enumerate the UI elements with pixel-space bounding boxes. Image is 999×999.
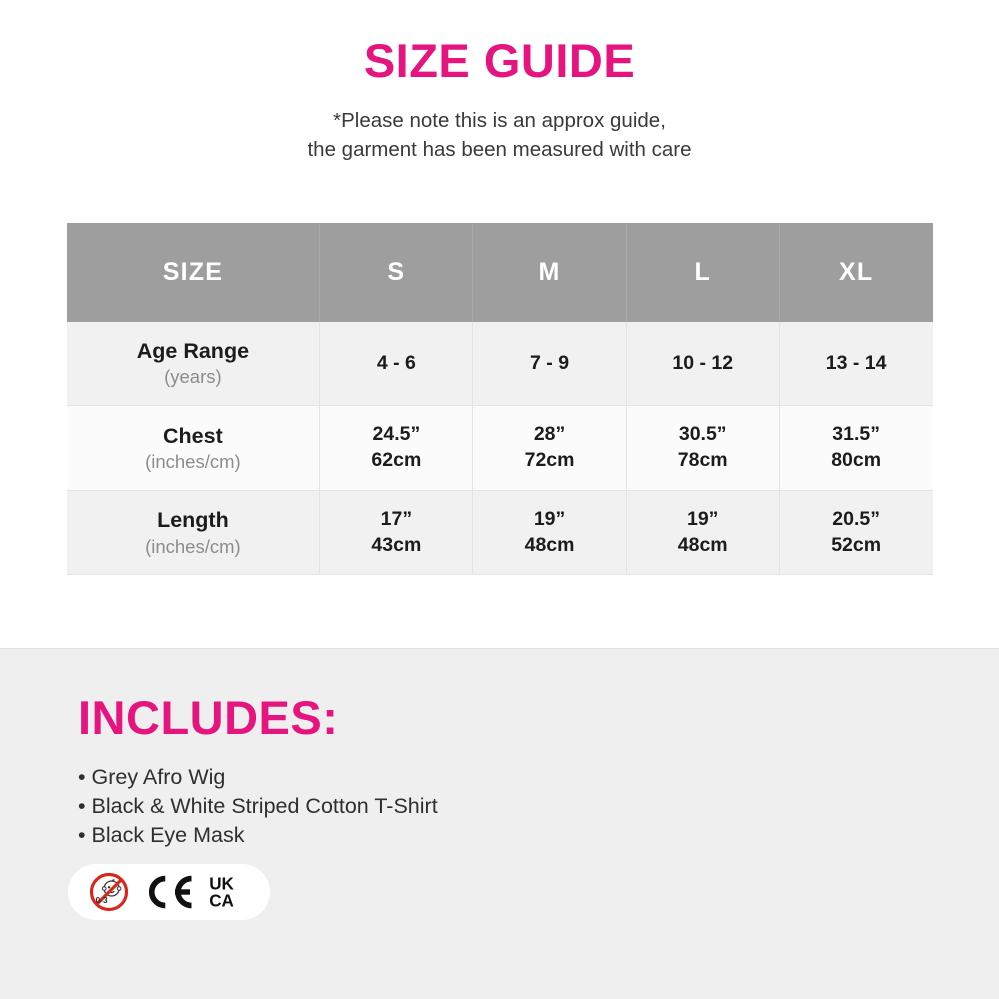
size-table-header: SIZE S M L XL [66,222,933,322]
column-header-size: SIZE [66,222,321,322]
svg-text:0-3: 0-3 [96,895,108,905]
cell-length-s: 17” 43cm [319,490,474,576]
cell-age-range-m: 7 - 9 [472,321,627,407]
subtitle-line-2: the garment has been measured with care [307,137,692,161]
cell-secondary: 43cm [371,533,422,556]
cell-primary: 7 - 9 [530,351,570,374]
ce-mark-icon [148,875,192,909]
list-item: • Black & White Striped Cotton T-Shirt [78,792,999,821]
cell-primary: 13 - 14 [825,351,887,374]
size-table-body: Age Range (years) 4 - 6 7 - 9 10 - 12 [66,321,933,576]
cell-primary: 19” [686,507,719,530]
cell-chest-m: 28” 72cm [472,405,627,492]
list-item-label: Black & White Striped Cotton T-Shirt [91,793,438,818]
cell-secondary: 48cm [524,533,575,556]
bullet-icon: • [78,765,86,790]
row-label-main: Length [157,508,229,533]
cell-chest-xl: 31.5” 80cm [779,405,933,492]
includes-section: INCLUDES: • Grey Afro Wig • Black & White … [0,648,999,999]
row-label-age-range: Age Range (years) [66,321,321,407]
size-table-container: SIZE S M L XL Age Range (years) [66,222,933,576]
column-header-xl: XL [779,222,933,322]
row-label-unit: (inches/cm) [145,535,241,557]
cell-primary: 17” [380,507,413,530]
ukca-mark-icon: UK CA [209,874,234,910]
column-header-l: L [626,222,780,322]
cell-primary: 30.5” [678,423,727,446]
svg-text:CA: CA [209,891,234,910]
cell-age-range-s: 4 - 6 [319,321,474,407]
cell-length-l: 19” 48cm [626,490,780,576]
bullet-icon: • [78,793,86,818]
includes-list: • Grey Afro Wig • Black & White Striped Co… [78,763,999,849]
cell-primary: 4 - 6 [376,351,416,374]
includes-title: INCLUDES: [78,691,339,744]
cell-primary: 28” [533,423,566,446]
size-guide-section: SIZE GUIDE *Please note this is an appro… [0,34,999,576]
table-row: Length (inches/cm) 17” 43cm 19” 48cm 1 [66,490,933,576]
column-header-s: S [319,222,474,322]
table-row: Chest (inches/cm) 24.5” 62cm 28” 72cm [66,405,933,492]
cell-secondary: 52cm [831,533,882,556]
cell-secondary: 48cm [677,533,728,556]
subtitle-line-1: *Please note this is an approx guide, [333,109,666,133]
page-title: SIZE GUIDE [363,34,636,87]
svg-text:UK: UK [209,874,234,893]
row-label-main: Age Range [136,338,250,363]
list-item: • Grey Afro Wig [78,763,999,792]
table-row: Age Range (years) 4 - 6 7 - 9 10 - 12 [66,321,933,407]
row-label-length: Length (inches/cm) [66,490,321,576]
row-label-chest: Chest (inches/cm) [66,405,321,492]
row-label-unit: (inches/cm) [145,451,241,473]
cell-chest-l: 30.5” 78cm [626,405,780,492]
cell-primary: 31.5” [832,423,880,446]
cell-length-m: 19” 48cm [472,490,627,576]
cell-secondary: 80cm [831,449,882,472]
certification-badges: 0-3 UK CA [68,864,270,920]
no-children-under-3-icon: 0-3 [89,872,129,912]
cell-primary: 19” [533,507,566,530]
cell-primary: 24.5” [372,423,421,446]
list-item-label: Grey Afro Wig [91,765,226,790]
cell-age-range-l: 10 - 12 [626,321,780,407]
row-label-main: Chest [163,423,223,448]
cell-primary: 20.5” [832,507,880,530]
cell-secondary: 78cm [677,449,728,472]
cell-length-xl: 20.5” 52cm [779,490,933,576]
cell-secondary: 72cm [524,449,575,472]
table-header-row: SIZE S M L XL [66,222,933,322]
bullet-icon: • [78,822,86,847]
column-header-m: M [472,222,627,322]
list-item-label: Black Eye Mask [91,822,245,847]
page-subtitle: *Please note this is an approx guide, th… [0,107,999,164]
row-label-unit: (years) [164,366,222,388]
cell-secondary: 62cm [371,449,422,472]
size-table: SIZE S M L XL Age Range (years) [66,222,933,576]
cell-age-range-xl: 13 - 14 [779,321,933,407]
cell-primary: 10 - 12 [672,351,734,374]
cell-chest-s: 24.5” 62cm [319,405,474,492]
list-item: • Black Eye Mask [78,821,999,850]
